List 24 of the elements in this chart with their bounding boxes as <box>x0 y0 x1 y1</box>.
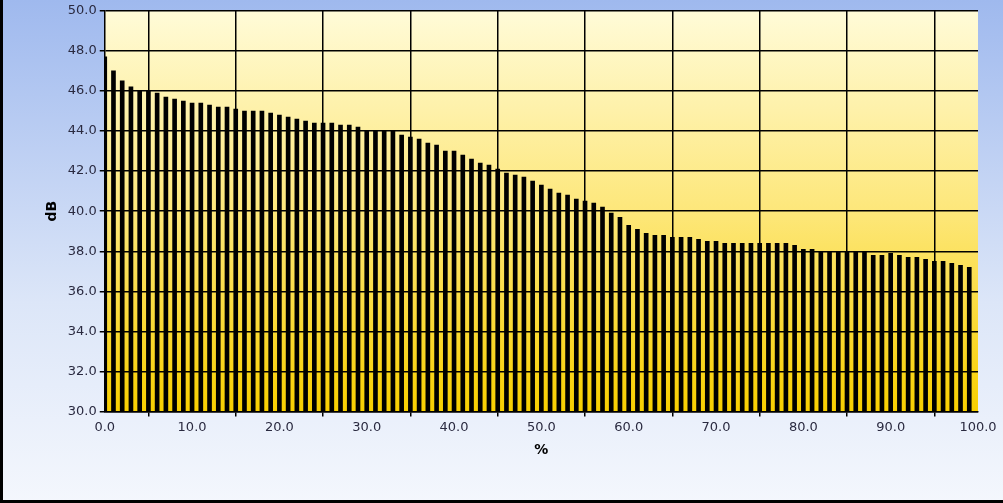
y-tick-label: 38.0 <box>67 242 97 258</box>
y-tick-label: 32.0 <box>67 362 97 378</box>
x-tick-label: 0.0 <box>94 418 116 434</box>
x-tick-label: 20.0 <box>264 418 294 434</box>
y-tick-label: 50.0 <box>67 2 97 18</box>
y-tick-label: 48.0 <box>67 42 97 58</box>
y-tick-label: 30.0 <box>67 402 97 418</box>
y-tick-label: 34.0 <box>67 322 97 338</box>
x-tick-label: 50.0 <box>526 418 556 434</box>
x-tick-label: 70.0 <box>701 418 731 434</box>
x-tick-label: 60.0 <box>614 418 644 434</box>
x-tick-label: 10.0 <box>177 418 207 434</box>
y-tick-label: 36.0 <box>67 282 97 298</box>
y-tick-label: 44.0 <box>67 122 97 138</box>
x-axis-title: % <box>534 441 549 458</box>
x-tick-label: 30.0 <box>352 418 382 434</box>
y-tick-label: 42.0 <box>67 162 97 178</box>
x-tick-label: 40.0 <box>439 418 469 434</box>
y-axis-title: dB <box>43 200 60 222</box>
y-tick-label: 46.0 <box>67 82 97 98</box>
x-tick-label: 90.0 <box>876 418 906 434</box>
y-tick-label: 40.0 <box>67 202 97 218</box>
x-tick-label: 80.0 <box>788 418 818 434</box>
x-tick-label: 100.0 <box>959 418 997 434</box>
